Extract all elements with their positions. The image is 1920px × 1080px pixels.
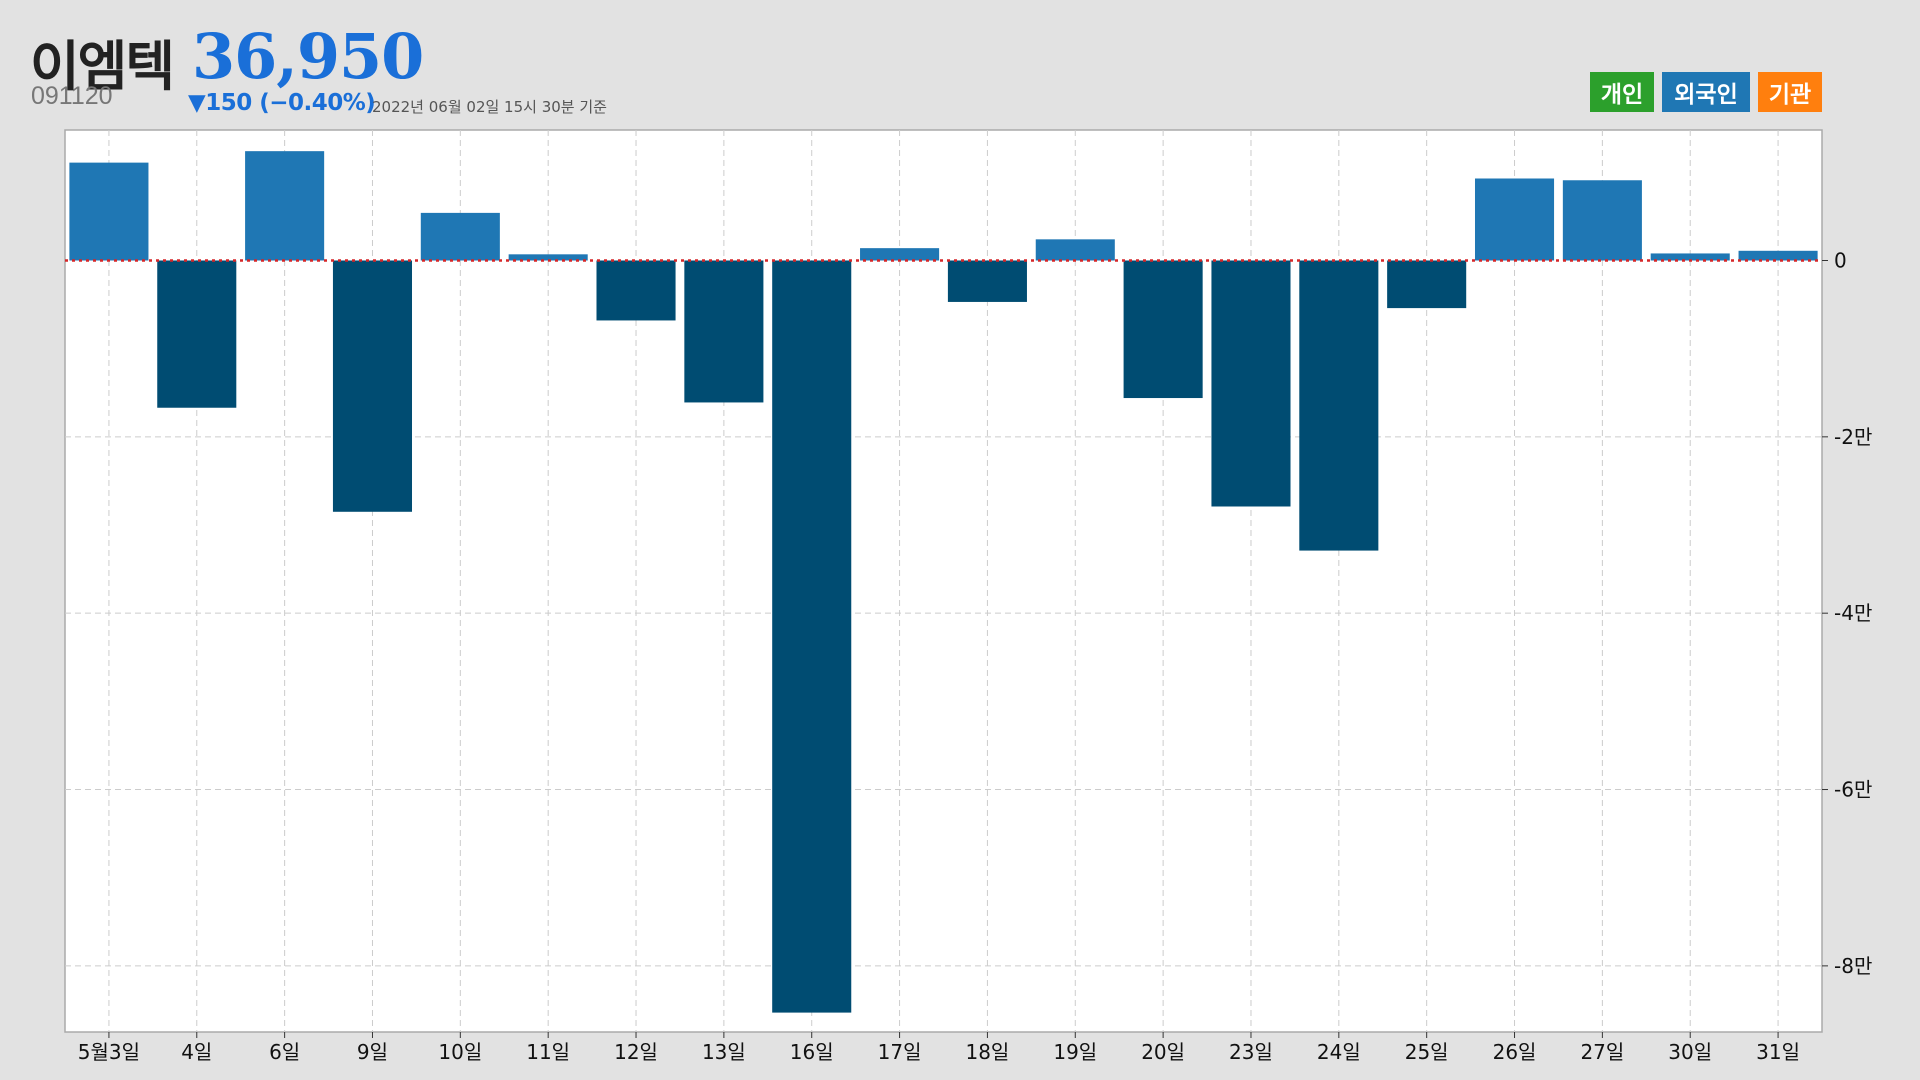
- tab-foreign[interactable]: 외국인: [1662, 72, 1750, 112]
- y-tick-label: -2만: [1834, 425, 1872, 449]
- y-tick-label: -6만: [1834, 778, 1872, 802]
- x-tick-label: 30일: [1668, 1040, 1712, 1064]
- stock-code: 091120: [31, 82, 113, 110]
- x-tick-label: 16일: [790, 1040, 834, 1064]
- bar-4: [332, 260, 413, 512]
- y-tick-label: -8만: [1834, 954, 1872, 978]
- stock-price: 36,950: [192, 20, 424, 93]
- x-tick-label: 13일: [702, 1040, 746, 1064]
- x-tick-label: 17일: [878, 1040, 922, 1064]
- bar-11: [947, 260, 1027, 302]
- bar-15: [1299, 260, 1379, 551]
- bar-8: [684, 260, 764, 403]
- bar-3: [245, 151, 325, 261]
- as-of-timestamp: 2022년 06월 02일 15시 30분 기준: [372, 98, 607, 116]
- x-tick-label: 25일: [1405, 1040, 1449, 1064]
- bar-5: [420, 212, 500, 261]
- bar-1: [69, 162, 149, 261]
- x-tick-label: 6일: [269, 1040, 300, 1064]
- x-tick-label: 24일: [1317, 1040, 1361, 1064]
- bar-20: [1738, 250, 1818, 261]
- bar-12: [1035, 239, 1115, 261]
- x-tick-label: 5월3일: [78, 1040, 140, 1064]
- y-tick-label: 0: [1834, 248, 1847, 272]
- y-tick-label: -4만: [1834, 601, 1872, 625]
- stock-name: 이엠텍: [30, 35, 175, 98]
- price-change: ▼150 (−0.40%): [188, 90, 376, 116]
- x-tick-label: 27일: [1580, 1040, 1624, 1064]
- bar-17: [1474, 178, 1555, 261]
- bar-2: [157, 260, 237, 408]
- x-tick-label: 12일: [614, 1040, 658, 1064]
- bar-7: [596, 260, 676, 321]
- tab-institution[interactable]: 기관: [1758, 72, 1822, 112]
- bar-9: [772, 260, 852, 1013]
- header: 이엠텍 36,950 091120 ▼150 (−0.40%) 2022년 06…: [0, 0, 1920, 128]
- x-tick-label: 9일: [357, 1040, 388, 1064]
- x-tick-label: 11일: [526, 1040, 570, 1064]
- x-tick-label: 19일: [1053, 1040, 1097, 1064]
- bar-18: [1562, 180, 1642, 261]
- x-tick-label: 18일: [965, 1040, 1009, 1064]
- x-tick-label: 4일: [181, 1040, 212, 1064]
- plot-area: [64, 129, 1823, 1033]
- x-tick-label: 23일: [1229, 1040, 1273, 1064]
- bar-13: [1123, 260, 1203, 399]
- x-tick-label: 10일: [438, 1040, 482, 1064]
- bar-6: [508, 254, 588, 261]
- tab-individual[interactable]: 개인: [1590, 72, 1654, 112]
- bar-16: [1387, 260, 1467, 309]
- x-tick-label: 31일: [1756, 1040, 1800, 1064]
- bar-14: [1211, 260, 1291, 507]
- bar-10: [860, 248, 940, 261]
- x-tick-label: 26일: [1493, 1040, 1537, 1064]
- x-tick-label: 20일: [1141, 1040, 1185, 1064]
- bar-19: [1650, 253, 1730, 261]
